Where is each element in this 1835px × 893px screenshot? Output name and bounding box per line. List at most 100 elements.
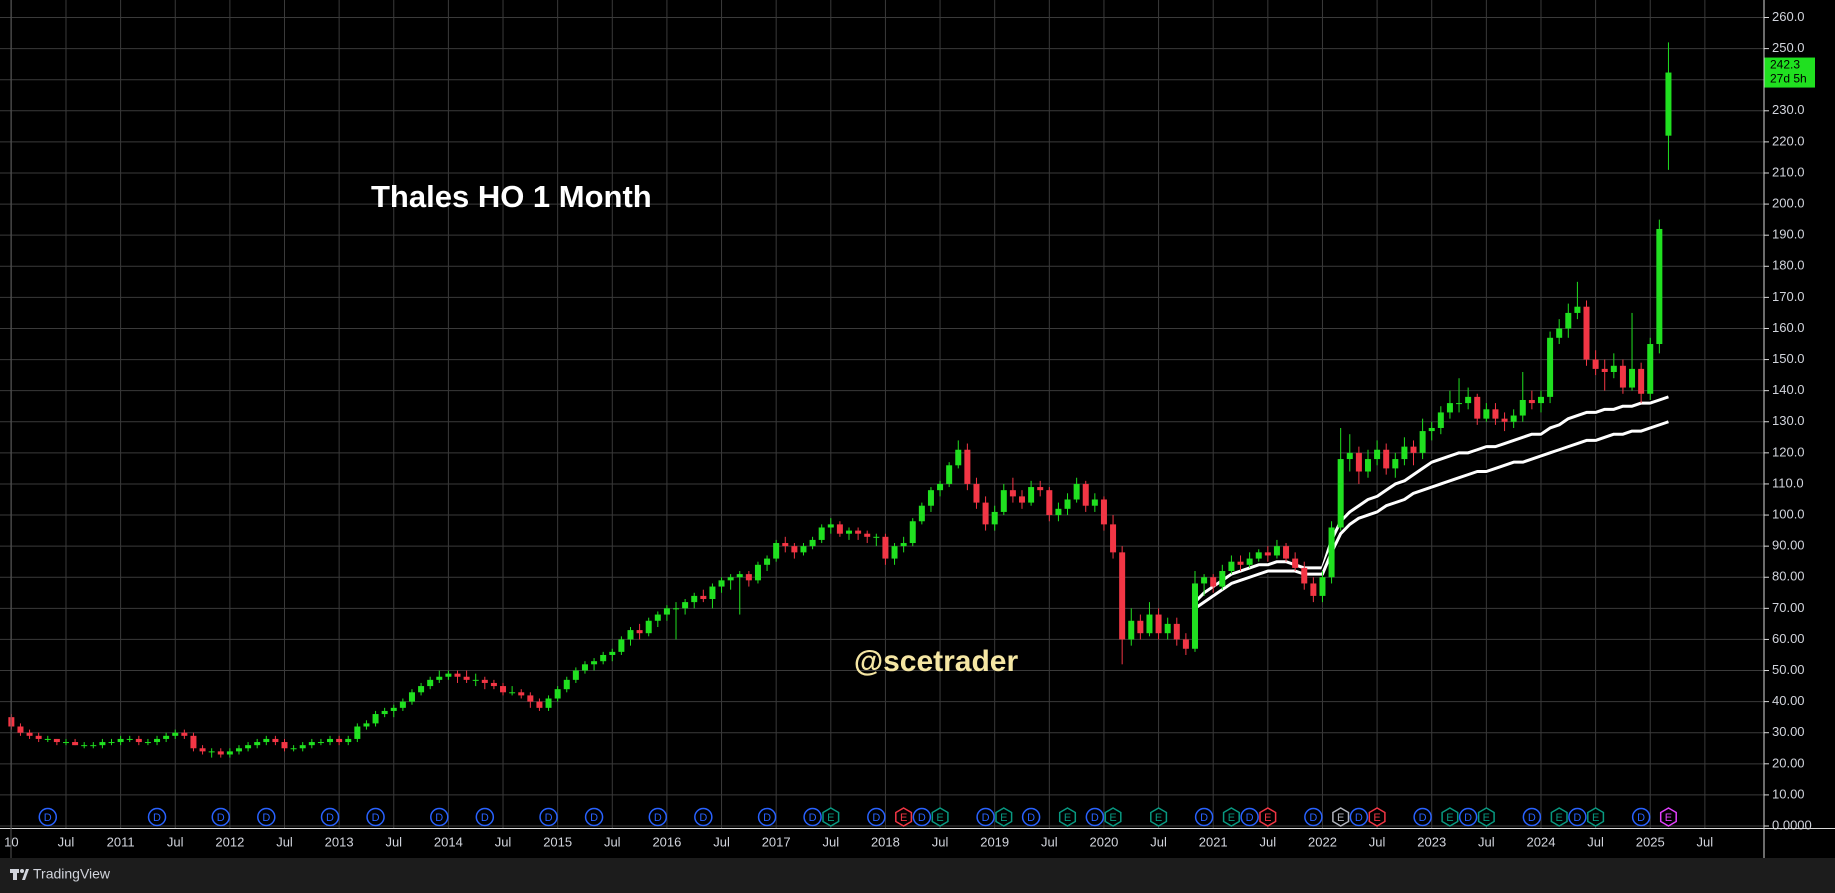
candle-body [636, 630, 643, 634]
event-marker [1021, 807, 1041, 827]
event-label: D [763, 812, 771, 824]
watermark: @scetrader [854, 645, 1019, 678]
candle-body [1210, 577, 1217, 587]
candle-body [1656, 228, 1663, 345]
event-marker [584, 807, 604, 827]
candle-body [1173, 623, 1180, 640]
candle-body [481, 679, 488, 683]
candle-body [1301, 567, 1308, 584]
event-marker [931, 807, 949, 827]
y-tick-label: 40.00 [1772, 693, 1805, 708]
x-tick-label: Jul [604, 834, 621, 849]
candle-body [964, 449, 971, 484]
y-tick-label: 20.00 [1772, 755, 1805, 770]
candle-body [1401, 446, 1408, 460]
x-tick-label: Jul [713, 834, 730, 849]
footer-bar [0, 858, 1835, 893]
candle-body [973, 483, 980, 503]
candle-body [135, 738, 142, 743]
event-label: E [1155, 812, 1162, 824]
candle-body [308, 742, 315, 746]
candle-body [181, 732, 188, 736]
candle-body [1091, 499, 1098, 506]
event-label: D [982, 812, 990, 824]
event-label: E [1373, 812, 1380, 824]
event-label: D [44, 812, 52, 824]
chart-title: Thales HO 1 Month [371, 179, 652, 214]
candle-body [1328, 527, 1335, 578]
candle-body [882, 536, 889, 559]
candle-body [1146, 614, 1153, 634]
event-label: D [217, 812, 225, 824]
candle-body [1638, 368, 1645, 394]
event-marker [257, 807, 276, 827]
event-label: D [1573, 812, 1581, 824]
candle-body [1182, 639, 1189, 649]
candle-body [654, 614, 661, 621]
event-marker [1441, 807, 1459, 827]
candle-body [1292, 558, 1299, 568]
candle-body [937, 483, 944, 491]
candle-body [1383, 449, 1390, 469]
candle-body [946, 465, 953, 484]
branding: TradingView [33, 866, 111, 882]
candle-body [26, 732, 33, 736]
event-label: D [1200, 812, 1208, 824]
y-tick-label: 90.00 [1772, 538, 1805, 553]
candle-body [290, 748, 297, 750]
candle-body [1264, 552, 1271, 556]
candle-body [1228, 561, 1235, 572]
event-label: D [545, 812, 553, 824]
candle-body [846, 530, 853, 534]
candle-body [1647, 344, 1654, 394]
candle-body [1273, 546, 1280, 556]
candle-body [1100, 499, 1107, 525]
event-marker [757, 807, 777, 827]
candle-body [17, 726, 24, 733]
candle-body [1456, 403, 1463, 405]
countdown-label: 27d 5h [1770, 72, 1807, 86]
candle-body [154, 738, 161, 743]
candle-body [727, 577, 734, 581]
candle-body [509, 692, 516, 694]
candle-body [436, 676, 443, 680]
candle-body [1565, 312, 1572, 329]
x-tick-label: 2012 [215, 834, 244, 849]
event-label: E [936, 812, 943, 824]
candle-body [836, 524, 843, 534]
event-marker [539, 807, 558, 827]
y-tick-label: 190.0 [1772, 227, 1805, 242]
candle-body [1037, 487, 1044, 491]
y-tick-label: 250.0 [1772, 40, 1805, 55]
event-label: D [654, 812, 662, 824]
candle-body [1237, 561, 1244, 565]
candle-body [609, 651, 616, 655]
candle-body [536, 701, 543, 708]
candle-body [1574, 306, 1581, 313]
event-marker [320, 807, 340, 827]
candle-body [1446, 403, 1453, 413]
candle-body [35, 735, 42, 739]
candle-body [1592, 359, 1599, 369]
y-tick-label: 210.0 [1772, 164, 1805, 179]
candle-body [1082, 483, 1089, 506]
event-marker [1659, 807, 1677, 827]
candle-body [1028, 487, 1035, 503]
candle-body [1137, 620, 1144, 634]
candle-body [791, 546, 798, 553]
event-label: D [809, 812, 817, 824]
candle-body [1629, 368, 1636, 388]
candle-body [709, 586, 716, 600]
candle-body [1310, 583, 1317, 596]
candle-body [818, 527, 825, 540]
event-label: E [1592, 812, 1599, 824]
candle-body [527, 695, 534, 702]
tradingview-logo [10, 869, 29, 880]
candle-body [864, 533, 871, 537]
candle-body [1583, 306, 1590, 360]
y-tick-label: 260.0 [1772, 9, 1805, 24]
candle-body [472, 679, 479, 681]
x-tick-label: Jul [58, 834, 75, 849]
